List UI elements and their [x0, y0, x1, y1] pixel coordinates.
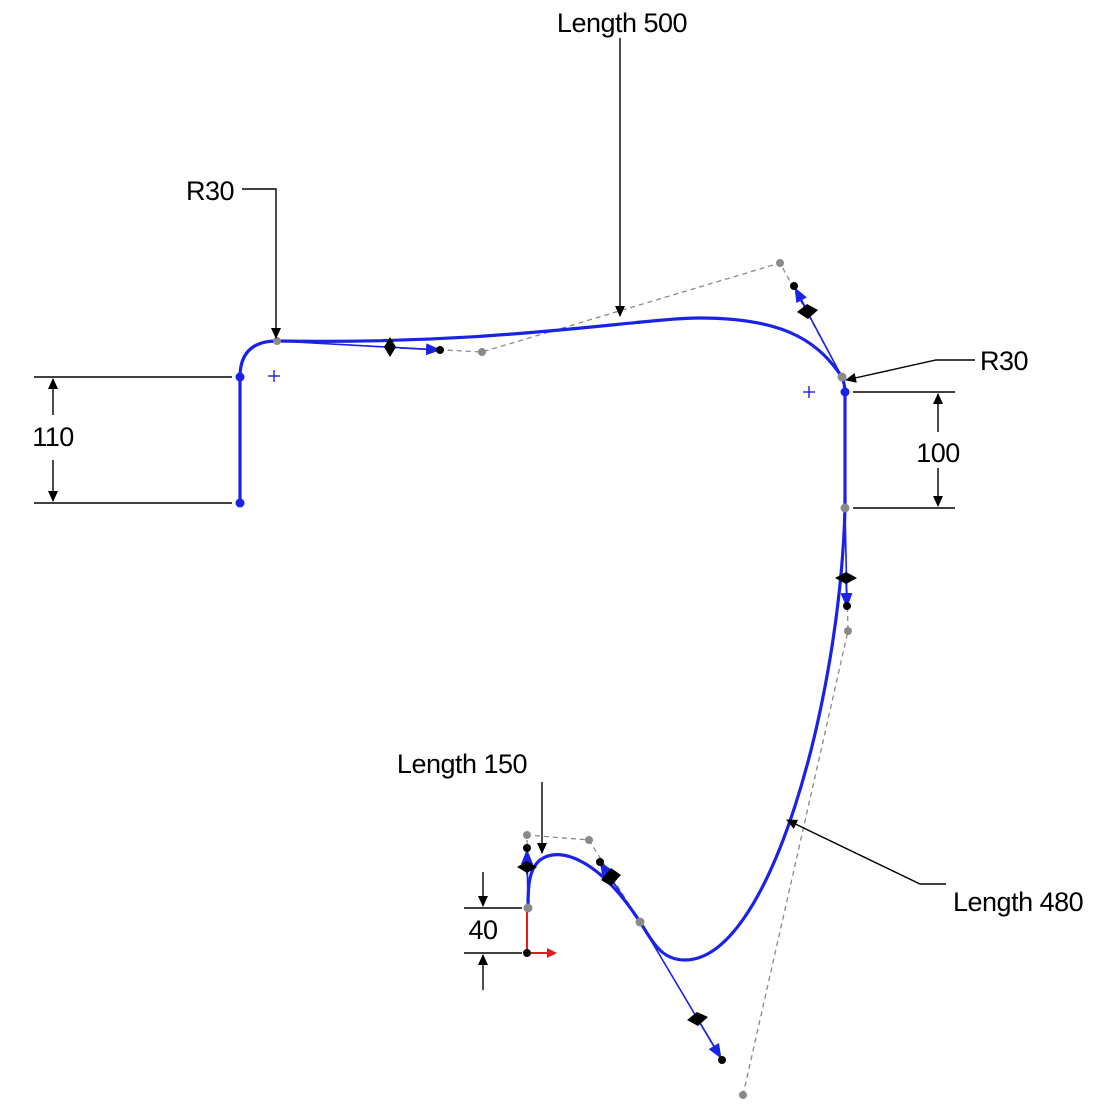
dimension-length-bottom[interactable]: Length 150	[397, 749, 547, 854]
endpoint[interactable]	[840, 503, 850, 513]
bottom-hump-spline[interactable]	[526, 853, 642, 924]
tangent-handle-icon[interactable]	[835, 572, 857, 584]
top-spline[interactable]	[275, 316, 844, 379]
dimension-label[interactable]: 100	[916, 438, 960, 468]
dimension-length-top[interactable]: Length 500	[557, 8, 688, 317]
dimension-height-bottom[interactable]: 40	[464, 872, 522, 990]
endpoint[interactable]	[273, 337, 281, 345]
endpoint[interactable]	[235, 372, 245, 382]
tangent-diamonds	[384, 304, 857, 1026]
tangent-handle-icon[interactable]	[517, 861, 537, 873]
control-point[interactable]	[739, 1091, 747, 1099]
dimension-label[interactable]: 40	[468, 915, 498, 945]
dimension-label[interactable]: Length 500	[557, 8, 688, 38]
handle-arrows	[399, 287, 853, 1059]
right-descending-spline[interactable]	[638, 506, 847, 962]
dimension-height-left[interactable]: 110	[32, 376, 232, 504]
handle-point[interactable]	[843, 602, 851, 610]
handle-point[interactable]	[790, 282, 798, 290]
dimension-length-right[interactable]: Length 480	[786, 819, 1084, 917]
handle-point[interactable]	[596, 858, 604, 866]
endpoint[interactable]	[840, 387, 850, 397]
control-point[interactable]	[478, 348, 486, 356]
control-polygons	[276, 262, 849, 1096]
origin-icon	[526, 908, 557, 958]
dimension-label[interactable]: Length 480	[953, 887, 1084, 917]
arc-center-icon	[268, 370, 280, 382]
endpoint[interactable]	[837, 372, 847, 382]
control-point[interactable]	[776, 259, 784, 267]
dimension-label[interactable]: R30	[980, 346, 1029, 376]
control-point[interactable]	[585, 836, 593, 844]
dimension-radius-left[interactable]: R30	[186, 176, 281, 339]
tangent-handle-icon[interactable]	[384, 337, 396, 357]
handle-point[interactable]	[718, 1056, 726, 1064]
endpoint[interactable]	[235, 498, 245, 508]
control-polygon-bottom	[526, 834, 641, 923]
tangent-handle-icon[interactable]	[687, 1012, 708, 1026]
origin-point[interactable]	[523, 949, 531, 957]
endpoint[interactable]	[635, 917, 645, 927]
control-point[interactable]	[844, 627, 852, 635]
control-point[interactable]	[523, 831, 531, 839]
dimension-label[interactable]: 110	[32, 422, 74, 452]
dimension-label[interactable]: R30	[186, 176, 235, 206]
dimension-radius-right[interactable]: R30	[845, 346, 1029, 383]
tangent-handle-icon[interactable]	[797, 304, 818, 319]
dimension-height-right[interactable]: 100	[853, 391, 960, 509]
handle-point[interactable]	[523, 844, 531, 852]
endpoint[interactable]	[523, 903, 533, 913]
tangent-handle-icon[interactable]	[601, 868, 621, 886]
control-polygon-top	[276, 262, 843, 378]
sketch-points	[235, 259, 852, 1099]
tangent-handle-icon[interactable]	[699, 1022, 722, 1059]
arc-center-icon	[803, 386, 815, 398]
tangent-handle-icon[interactable]	[399, 343, 441, 356]
dimension-label[interactable]: Length 150	[397, 749, 528, 779]
sketch-profile[interactable]	[238, 316, 847, 962]
tangent-handles	[276, 286, 848, 1061]
left-fillet-arc[interactable]	[238, 339, 279, 379]
handle-point[interactable]	[436, 346, 444, 354]
